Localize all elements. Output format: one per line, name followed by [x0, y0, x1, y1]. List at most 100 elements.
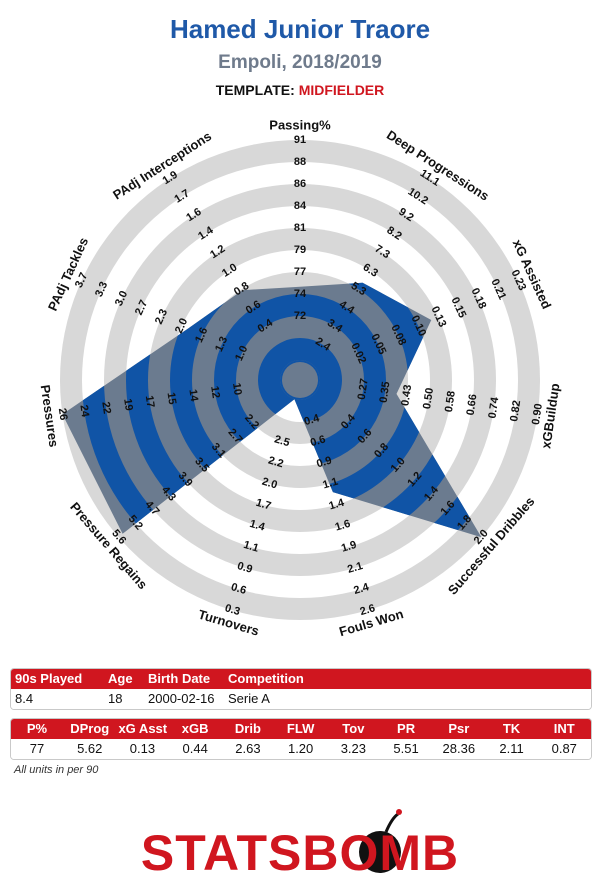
- stats-table: P% DProg xG Asst xGB Drib FLW Tov PR Psr TK INT 77…: [10, 718, 592, 760]
- radar-tick-label: 0.74: [486, 396, 501, 420]
- radar-tick-label: 1.4: [248, 518, 267, 534]
- radar-tick-label: 0.43: [399, 384, 414, 407]
- radar-tick-label: 84: [294, 200, 307, 212]
- radar-tick-label: 0.3: [223, 602, 241, 618]
- stats-header-cell: P%: [26, 721, 48, 736]
- radar-tick-label: 22: [99, 401, 113, 415]
- stats-value-cell: 0.44: [182, 741, 208, 756]
- radar-tick-label: 0.9: [236, 560, 254, 576]
- radar-tick-label: 88: [294, 156, 306, 168]
- info-header-competition: Competition: [228, 671, 304, 686]
- radar-tick-label: 1.3: [213, 335, 230, 354]
- radar-tick-label: 10: [230, 382, 244, 396]
- template-label: TEMPLATE: MIDFIELDER: [0, 82, 600, 98]
- radar-tick-label: 14: [186, 388, 200, 403]
- radar-tick-label: 1.9: [340, 539, 358, 555]
- info-header-age: Age: [108, 671, 133, 686]
- radar-center-inner: [282, 362, 318, 398]
- radar-tick-label: 1.6: [334, 518, 352, 534]
- radar-tick-label: 17: [143, 395, 157, 409]
- radar-tick-label: 3.7: [73, 271, 90, 290]
- info-value-competition: Serie A: [228, 691, 270, 706]
- radar-tick-label: 0.58: [443, 390, 458, 413]
- radar-axis-label: Passing%: [269, 117, 331, 132]
- info-value-birth-date: 2000-02-16: [148, 691, 215, 706]
- radar-tick-label: 1.4: [328, 496, 347, 512]
- radar-tick-label: 2.2: [267, 455, 285, 471]
- info-value-90s: 8.4: [15, 691, 34, 706]
- radar-tick-label: 72: [294, 310, 306, 322]
- radar-tick-label: 0.9: [315, 455, 333, 471]
- template-label-value: MIDFIELDER: [298, 82, 385, 98]
- info-header-90s: 90s Played: [15, 671, 83, 686]
- radar-tick-label: 12: [208, 385, 222, 399]
- radar-tick-label: 1.1: [321, 476, 339, 492]
- radar-tick-label: 19: [121, 398, 135, 412]
- radar-axis-label: xGBuildup: [538, 382, 562, 449]
- radar-tick-label: 0.50: [421, 387, 436, 410]
- stats-header-cell: Psr: [448, 721, 470, 736]
- stats-header-cell: TK: [502, 721, 521, 736]
- radar-tick-label: 1.6: [193, 326, 210, 345]
- radar-tick-label: 1.0: [233, 344, 250, 363]
- radar-tick-label: 0.35: [378, 381, 393, 404]
- radar-tick-label: 2.0: [173, 316, 190, 335]
- stats-value-cell: 0.13: [129, 741, 156, 756]
- radar-tick-label: 26: [56, 407, 70, 421]
- bomb-icon: [359, 809, 402, 873]
- player-name-title: Hamed Junior Traore: [169, 14, 431, 44]
- radar-tick-label: 0.82: [508, 400, 523, 423]
- units-note: All units in per 90: [14, 764, 99, 776]
- stats-header-cell: FLW: [286, 721, 315, 736]
- stats-table-row: 77 5.62 0.13 0.44 2.63 1.20 3.23 5.51 28.36 2.11 0…: [11, 739, 591, 759]
- radar-tick-label: 3.0: [113, 289, 130, 308]
- team-season-subtitle: Empoli, 2018/2019: [218, 52, 382, 73]
- info-table: 90s Played Age Birth Date Competition 8.…: [10, 668, 592, 710]
- radar-tick-label: 1.7: [254, 497, 272, 513]
- stats-header-cell: xG Asst: [118, 721, 168, 736]
- stats-table-header: P% DProg xG Asst xGB Drib FLW Tov PR Psr TK INT: [11, 719, 591, 739]
- stats-value-cell: 3.23: [340, 741, 367, 756]
- stats-header-cell: DProg: [70, 721, 110, 736]
- radar-tick-label: 2.7: [133, 298, 150, 317]
- radar-tick-label: 2.4: [352, 581, 371, 597]
- radar-tick-label: 2.1: [346, 560, 364, 576]
- radar-tick-label: 2.0: [261, 476, 279, 492]
- stats-value-cell: 2.63: [235, 741, 261, 756]
- radar-tick-label: 0.6: [309, 433, 327, 449]
- radar-axis-label: Pressures: [38, 384, 62, 448]
- radar-tick-label: 0.4: [303, 412, 322, 428]
- radar-tick-label: 0.90: [530, 403, 545, 426]
- radar-tick-label: 77: [294, 266, 306, 278]
- player-polygon-bands: [82, 282, 482, 538]
- radar-tick-label: 3.3: [93, 280, 110, 299]
- radar-tick-label: 0.66: [465, 393, 480, 416]
- radar-tick-label: 2.5: [273, 433, 291, 449]
- stats-header-cell: PR: [397, 721, 416, 736]
- radar-tick-label: 0.6: [230, 581, 248, 597]
- stats-header-cell: Drib: [234, 721, 261, 736]
- statsbomb-logo: STATSBOMB: [141, 809, 459, 880]
- stats-header-cell: Tov: [342, 721, 365, 736]
- stats-value-cell: 1.20: [287, 741, 314, 756]
- player-band: [258, 338, 342, 422]
- radar-tick-label: 81: [294, 222, 306, 234]
- radar-tick-label: 24: [77, 404, 91, 419]
- stats-value-cell: 77: [29, 741, 45, 756]
- radar-tick-label: 86: [294, 178, 306, 190]
- stats-value-cell: 5.62: [77, 741, 103, 756]
- stats-value-cell: 2.11: [499, 741, 524, 756]
- radar-tick-label: 79: [294, 244, 306, 256]
- radar-tick-label: 15: [165, 392, 179, 406]
- stats-value-cell: 0.87: [551, 741, 577, 756]
- info-table-header: 90s Played Age Birth Date Competition: [11, 669, 591, 689]
- logo-wordmark: STATSBOMB: [141, 825, 459, 880]
- template-label-prefix: TEMPLATE:: [215, 82, 295, 98]
- info-header-birth-date: Birth Date: [148, 671, 211, 686]
- radar-tick-label: 2.3: [153, 307, 170, 326]
- radar-tick-label: 1.1: [242, 539, 260, 555]
- stats-value-cell: 28.36: [442, 741, 476, 756]
- radar-tick-label: 2.6: [359, 602, 377, 618]
- stats-header-cell: xGB: [181, 721, 209, 736]
- radar-tick-label: 91: [294, 134, 306, 146]
